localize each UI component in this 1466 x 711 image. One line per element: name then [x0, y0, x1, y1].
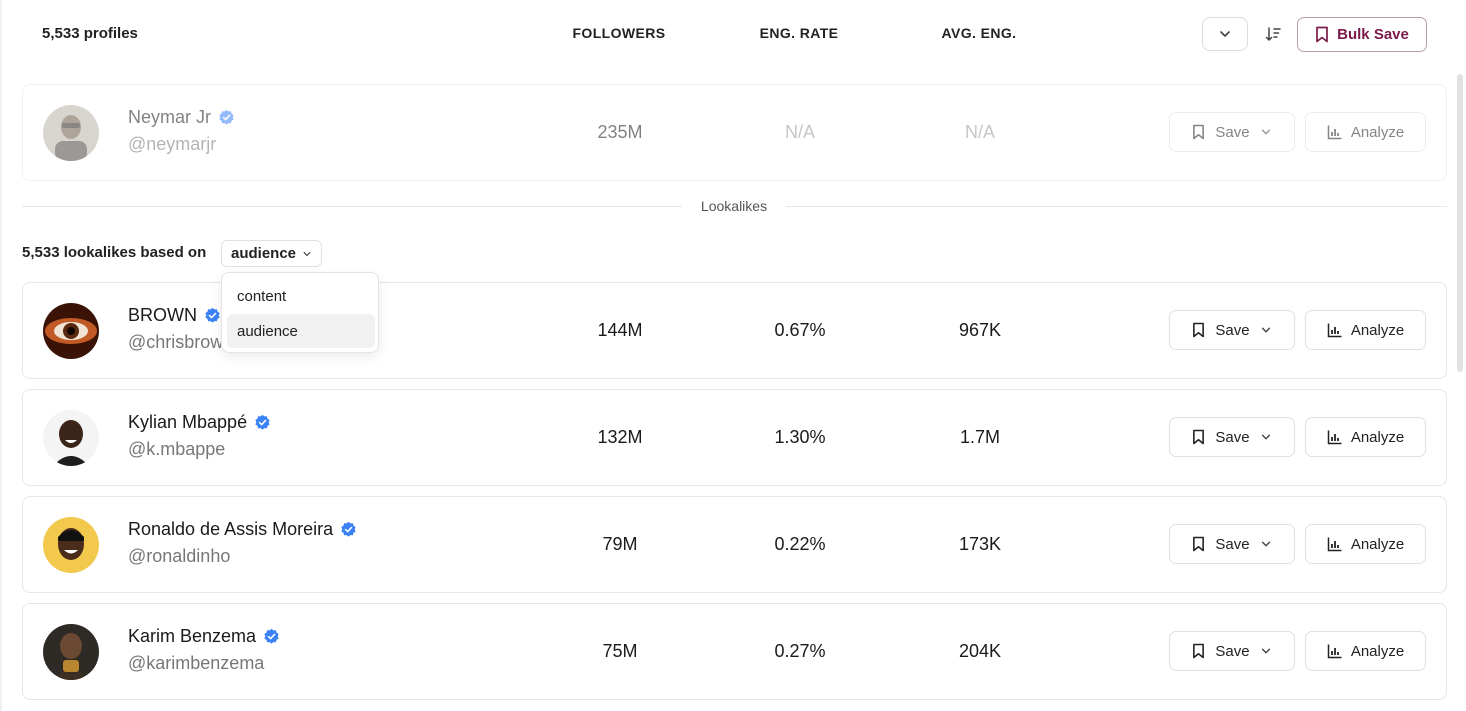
verified-badge-icon [205, 307, 220, 323]
bar-chart-icon [1327, 537, 1342, 552]
chevron-down-icon [1261, 434, 1270, 440]
avatar [43, 410, 99, 466]
divider-right [786, 206, 1447, 207]
page-left-border [0, 0, 2, 711]
verified-badge-icon [264, 628, 279, 644]
profile-handle: @ronaldinho [128, 546, 231, 566]
column-header-eng-rate[interactable]: ENG. RATE [759, 25, 839, 41]
profile-name[interactable]: Ronaldo de Assis Moreira [128, 519, 334, 539]
followers-value: 235M [597, 122, 643, 142]
save-button[interactable]: Save [1169, 631, 1295, 671]
analyze-label: Analyze [1350, 123, 1405, 141]
basis-selected-value: audience [230, 245, 297, 262]
save-label: Save [1215, 535, 1250, 553]
verified-badge-icon [255, 414, 270, 430]
profiles-count: 5,533 profiles [42, 25, 138, 42]
avatar [43, 303, 99, 359]
bulk-save-label: Bulk Save [1337, 26, 1409, 43]
profile-card[interactable]: Karim Benzema @karimbenzema 75M 0.27% 20… [22, 603, 1447, 700]
bookmark-icon [1193, 536, 1205, 552]
column-header-avg-eng[interactable]: AVG. ENG. [941, 25, 1017, 41]
verified-badge-icon [341, 521, 356, 537]
analyze-button[interactable]: Analyze [1305, 417, 1426, 457]
basis-option-audience[interactable]: audience [227, 314, 375, 348]
analyze-button[interactable]: Analyze [1305, 631, 1426, 671]
avg-eng-value: 204K [958, 641, 1002, 661]
basis-option-content[interactable]: content [237, 287, 287, 305]
save-label: Save [1215, 123, 1250, 141]
lookalikes-divider-label: Lookalikes [700, 198, 768, 214]
bar-chart-icon [1327, 644, 1342, 659]
chevron-down-icon [1220, 31, 1230, 37]
bookmark-icon [1193, 322, 1205, 338]
followers-value: 79M [602, 534, 638, 554]
eng-rate-value: N/A [784, 122, 815, 142]
bookmark-icon [1193, 643, 1205, 659]
bookmark-icon [1316, 26, 1328, 43]
analyze-label: Analyze [1350, 321, 1405, 339]
scrollbar-thumb[interactable] [1457, 74, 1463, 372]
results-header: 5,533 profiles FOLLOWERS ENG. RATE AVG. … [0, 0, 1466, 68]
avg-eng-value: 173K [958, 534, 1002, 554]
followers-value: 132M [597, 427, 643, 447]
lookalike-basis-select[interactable]: audience [221, 240, 322, 267]
profile-handle: @karimbenzema [128, 653, 265, 673]
analyze-label: Analyze [1350, 535, 1405, 553]
seed-profile-card[interactable]: Neymar Jr @neymarjr 235M N/A N/A Save An… [22, 84, 1447, 181]
profile-card[interactable]: Kylian Mbappé @k.mbappe 132M 1.30% 1.7M … [22, 389, 1447, 486]
bulk-save-button[interactable]: Bulk Save [1297, 17, 1427, 52]
followers-value: 144M [597, 320, 643, 340]
eng-rate-value: 0.27% [774, 641, 826, 661]
avg-eng-value: 1.7M [959, 427, 1001, 447]
analyze-button[interactable]: Analyze [1305, 112, 1426, 152]
save-label: Save [1215, 642, 1250, 660]
save-button[interactable]: Save [1169, 417, 1295, 457]
analyze-button[interactable]: Analyze [1305, 310, 1426, 350]
bookmark-icon [1193, 429, 1205, 445]
sort-button[interactable] [1258, 18, 1288, 50]
save-label: Save [1215, 321, 1250, 339]
analyze-button[interactable]: Analyze [1305, 524, 1426, 564]
save-button[interactable]: Save [1169, 524, 1295, 564]
profile-handle: @k.mbappe [128, 439, 226, 459]
avatar [43, 105, 99, 161]
sort-descending-icon [1265, 27, 1281, 41]
lookalike-basis-menu: content audience [221, 272, 379, 353]
chevron-down-icon [1261, 327, 1270, 333]
avg-eng-value: 967K [958, 320, 1002, 340]
analyze-label: Analyze [1350, 428, 1405, 446]
chevron-down-icon [303, 251, 311, 256]
bar-chart-icon [1327, 125, 1342, 140]
lookalikes-summary: 5,533 lookalikes based on [22, 244, 207, 261]
verified-badge-icon [219, 109, 234, 125]
bookmark-icon [1193, 124, 1205, 140]
profile-name[interactable]: Kylian Mbappé [128, 412, 248, 432]
bar-chart-icon [1327, 430, 1342, 445]
profile-name[interactable]: Karim Benzema [128, 626, 257, 646]
expand-dropdown-button[interactable] [1202, 17, 1248, 51]
bar-chart-icon [1327, 323, 1342, 338]
profile-card[interactable]: Ronaldo de Assis Moreira @ronaldinho 79M… [22, 496, 1447, 593]
eng-rate-value: 0.67% [774, 320, 826, 340]
profile-name[interactable]: Neymar Jr [128, 107, 212, 127]
avatar [43, 517, 99, 573]
avg-eng-value: N/A [964, 122, 995, 142]
eng-rate-value: 1.30% [774, 427, 826, 447]
save-button[interactable]: Save [1169, 112, 1295, 152]
divider-left [22, 206, 682, 207]
chevron-down-icon [1261, 541, 1270, 547]
followers-value: 75M [602, 641, 638, 661]
profile-handle: @chrisbrown [128, 332, 234, 352]
save-label: Save [1215, 428, 1250, 446]
chevron-down-icon [1261, 648, 1270, 654]
avatar [43, 624, 99, 680]
profile-handle: @neymarjr [128, 134, 217, 154]
profile-name[interactable]: BROWN [128, 305, 197, 325]
chevron-down-icon [1261, 129, 1270, 135]
analyze-label: Analyze [1350, 642, 1405, 660]
eng-rate-value: 0.22% [774, 534, 826, 554]
save-button[interactable]: Save [1169, 310, 1295, 350]
column-header-followers[interactable]: FOLLOWERS [572, 25, 666, 41]
